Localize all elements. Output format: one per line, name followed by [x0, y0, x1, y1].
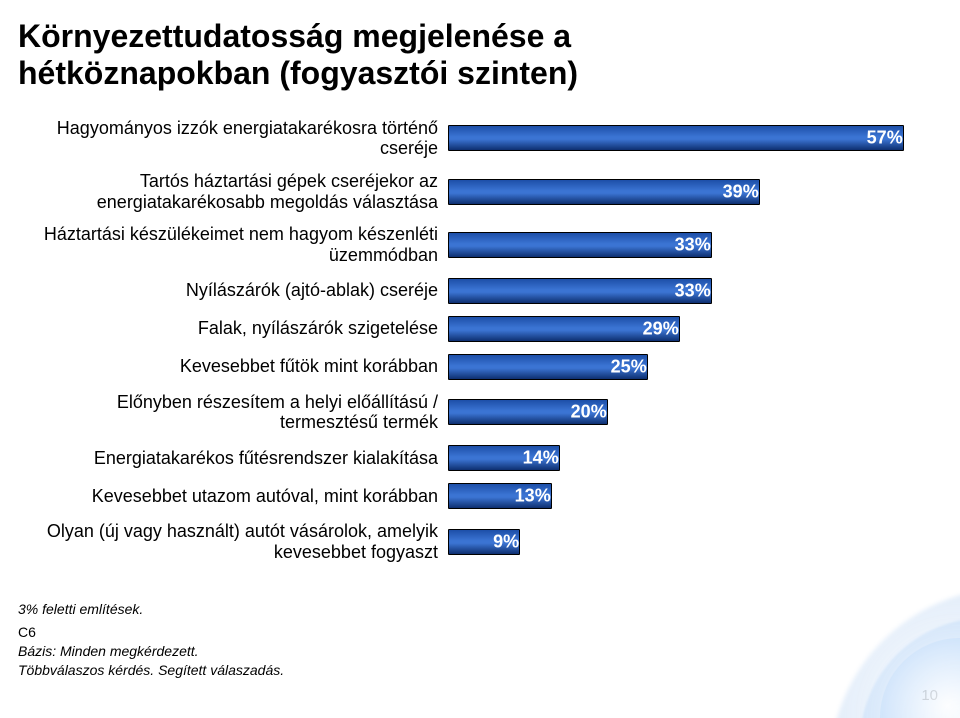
bar-value: 33%: [675, 280, 711, 301]
chart-row: Nyílászárók (ajtó-ablak) cseréje 33%: [18, 278, 930, 304]
footnote-method: Többválaszos kérdés. Segített válaszadás…: [18, 661, 284, 680]
bar-value: 39%: [723, 181, 759, 202]
bar-area: 33%: [448, 278, 928, 304]
chart-row: Kevesebbet utazom autóval, mint korábban…: [18, 483, 930, 509]
bar: [448, 232, 712, 258]
bar-value: 9%: [493, 531, 519, 552]
bar-area: 29%: [448, 316, 928, 342]
bar-area: 33%: [448, 232, 928, 258]
bar: [448, 278, 712, 304]
footnotes: 3% feletti említések. C6 Bázis: Minden m…: [18, 600, 284, 680]
bar-label: Hagyományos izzók energiatakarékosra tör…: [18, 118, 448, 159]
title-line-1: Környezettudatosság megjelenése a: [18, 18, 571, 54]
page-number: 10: [921, 687, 938, 704]
bar-label: Előnyben részesítem a helyi előállítású …: [18, 392, 448, 433]
bar: [448, 179, 760, 205]
chart-row: Kevesebbet fűtök mint korábban 25%: [18, 354, 930, 380]
bar-area: 13%: [448, 483, 928, 509]
bar-value: 13%: [515, 486, 551, 507]
bar: [448, 125, 904, 151]
bar-label: Kevesebbet utazom autóval, mint korábban: [18, 486, 448, 507]
footnote-threshold: 3% feletti említések.: [18, 600, 284, 619]
bar-label: Háztartási készülékeimet nem hagyom kész…: [18, 224, 448, 265]
footnote-base: Bázis: Minden megkérdezett.: [18, 642, 284, 661]
bar-label: Kevesebbet fűtök mint korábban: [18, 356, 448, 377]
bar-label: Energiatakarékos fűtésrendszer kialakítá…: [18, 448, 448, 469]
chart-row: Hagyományos izzók energiatakarékosra tör…: [18, 118, 930, 159]
bar-value: 33%: [675, 235, 711, 256]
bar-label: Falak, nyílászárók szigetelése: [18, 318, 448, 339]
bar-value: 20%: [571, 402, 607, 423]
footnote-code: C6: [18, 623, 284, 642]
bar-area: 20%: [448, 399, 928, 425]
bar-value: 29%: [643, 318, 679, 339]
bar-area: 14%: [448, 445, 928, 471]
bar-area: 9%: [448, 529, 928, 555]
bar-area: 39%: [448, 179, 928, 205]
chart-row: Olyan (új vagy használt) autót vásárolok…: [18, 521, 930, 562]
chart-row: Energiatakarékos fűtésrendszer kialakítá…: [18, 445, 930, 471]
chart-row: Tartós háztartási gépek cseréjekor az en…: [18, 171, 930, 212]
chart-row: Falak, nyílászárók szigetelése 29%: [18, 316, 930, 342]
horizontal-bar-chart: Hagyományos izzók energiatakarékosra tör…: [18, 118, 930, 563]
title-line-2: hétköznapokban (fogyasztói szinten): [18, 55, 578, 91]
bar-value: 57%: [867, 128, 903, 149]
bar-area: 25%: [448, 354, 928, 380]
chart-row: Előnyben részesítem a helyi előállítású …: [18, 392, 930, 433]
bar-area: 57%: [448, 125, 928, 151]
bar-value: 25%: [611, 356, 647, 377]
chart-row: Háztartási készülékeimet nem hagyom kész…: [18, 224, 930, 265]
slide: Környezettudatosság megjelenése a hétköz…: [0, 0, 960, 718]
bar-label: Olyan (új vagy használt) autót vásárolok…: [18, 521, 448, 562]
slide-title: Környezettudatosság megjelenése a hétköz…: [18, 18, 936, 92]
bar-label: Tartós háztartási gépek cseréjekor az en…: [18, 171, 448, 212]
bar-label: Nyílászárók (ajtó-ablak) cseréje: [18, 280, 448, 301]
bar-value: 14%: [523, 448, 559, 469]
